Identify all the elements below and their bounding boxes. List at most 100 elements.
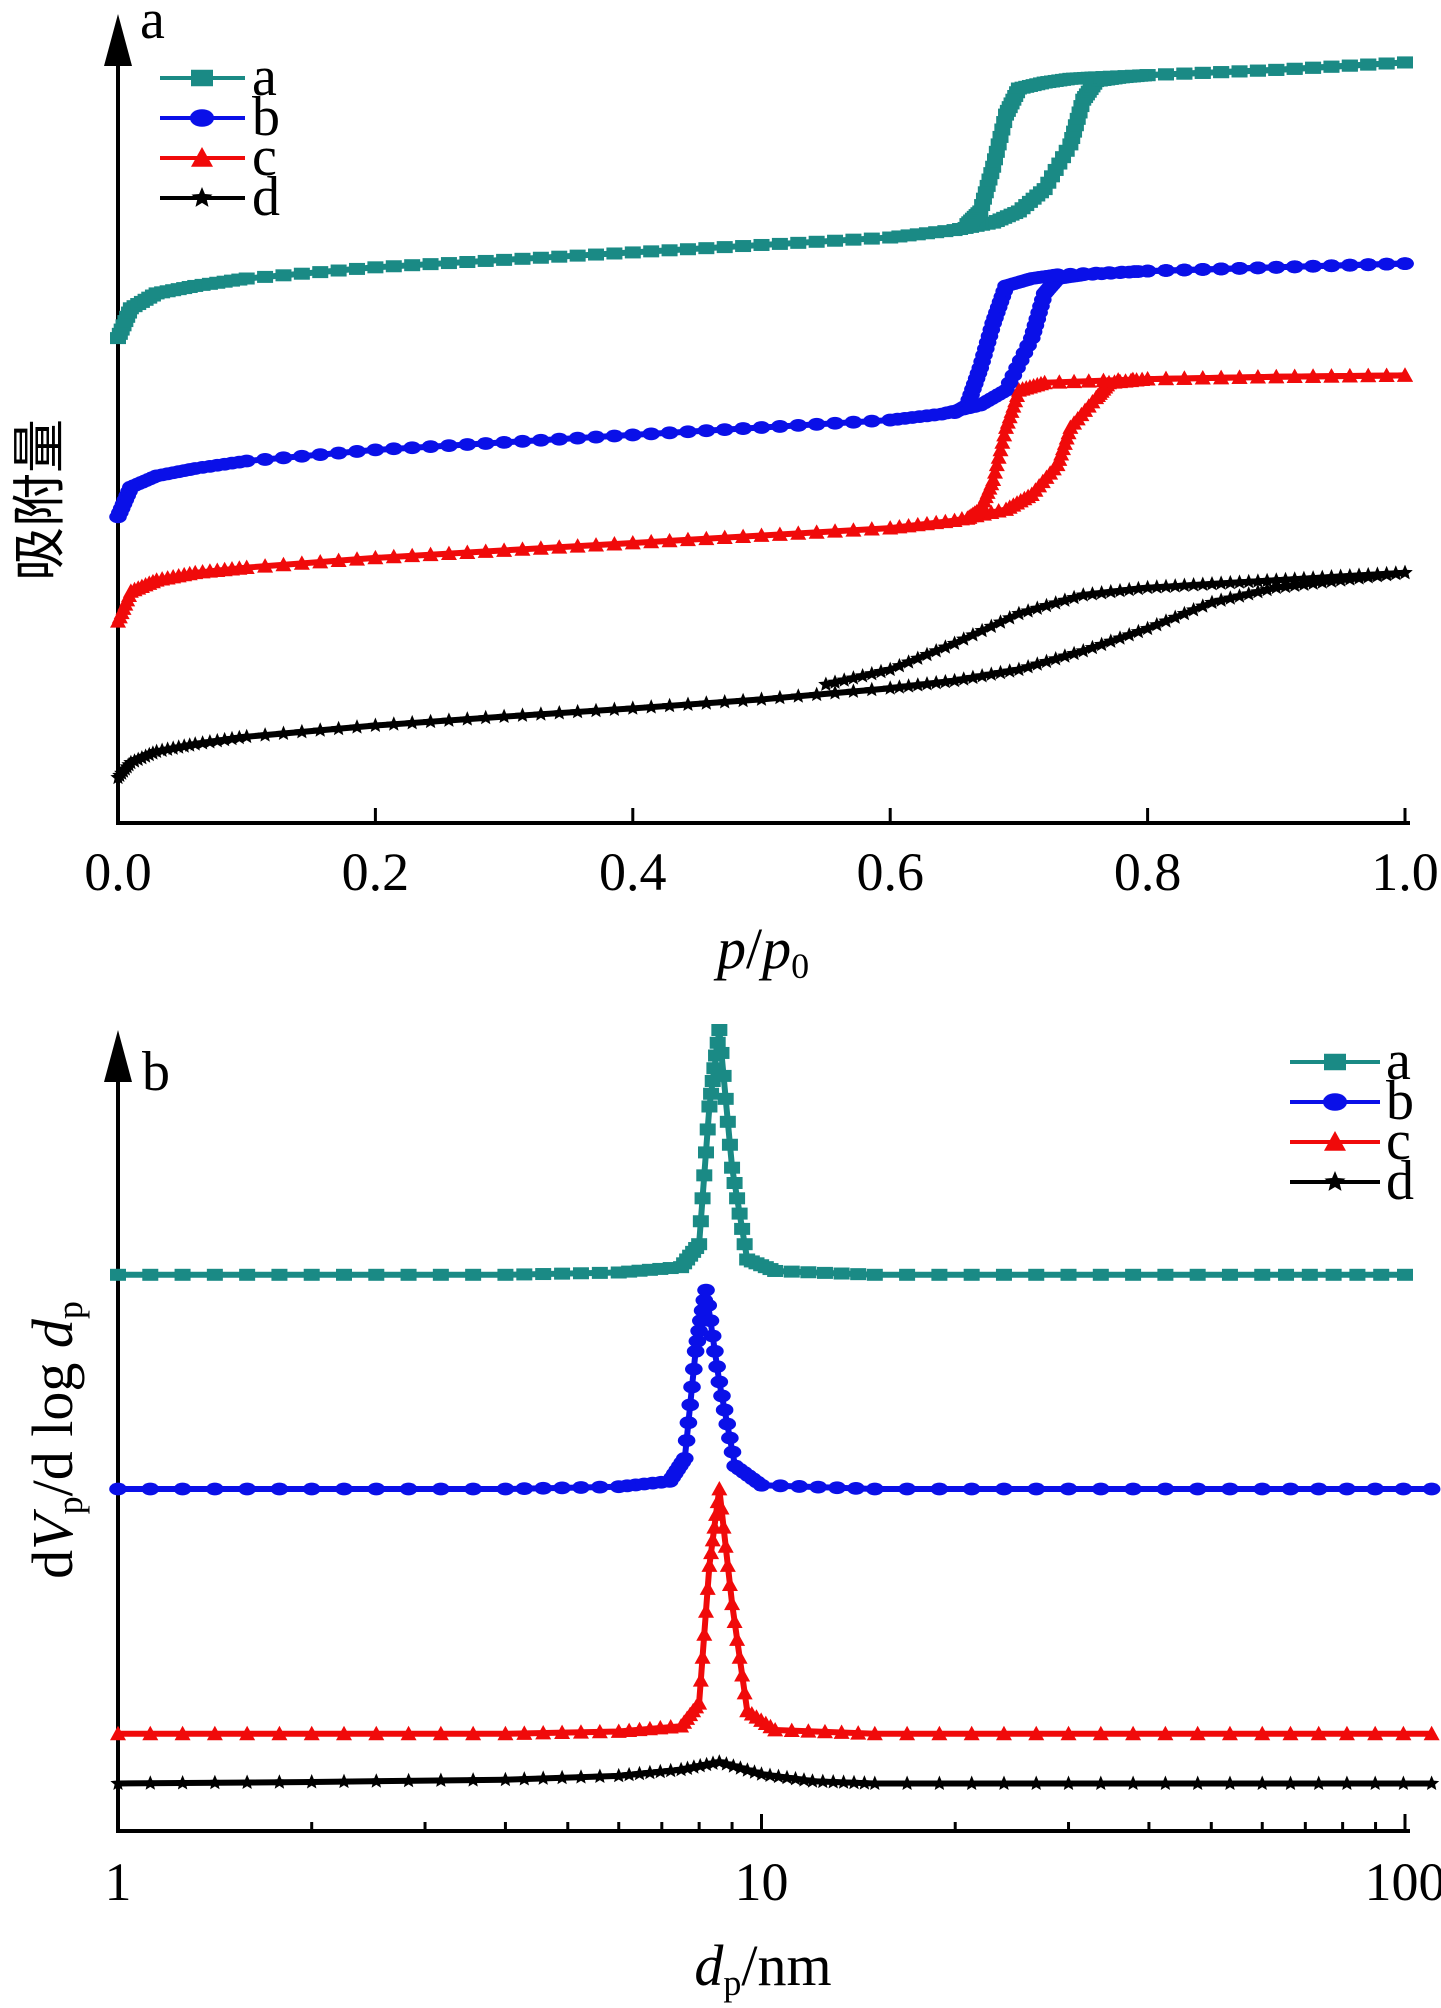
panel-a-b-point (752, 421, 771, 434)
panel-a-b-point (587, 430, 605, 444)
panel-a-d-point (496, 708, 512, 723)
panel-a-d-point (1140, 620, 1156, 636)
panel-b-c-point (800, 1723, 817, 1738)
panel-b-c-point (726, 1613, 743, 1628)
panel-b-d-point (964, 1775, 980, 1790)
panel-a-legend-label-a: a (252, 46, 277, 108)
panel-a-d-point (1397, 564, 1413, 580)
panel-b-b-point (828, 1481, 846, 1495)
panel-b-d-point (239, 1774, 255, 1789)
panel-a-a-point (735, 240, 752, 253)
panel-a-d-point (1287, 571, 1303, 586)
panel-a-a-point (588, 248, 605, 261)
panel-b-c-point (767, 1721, 784, 1737)
panel-a-c-point (994, 434, 1011, 449)
panel-b-d-point (1157, 1775, 1173, 1790)
panel-b-b-point (790, 1480, 809, 1493)
panel-b-b-point (713, 1389, 731, 1403)
panel-b-a-point (736, 1238, 753, 1251)
panel-b-x-tick-label: 100 (1365, 1852, 1441, 1912)
panel-b-d-point (825, 1774, 841, 1789)
panel-a-a-point (716, 241, 733, 254)
panel-a-b-point (237, 454, 256, 468)
panel-b-d-point (175, 1775, 191, 1790)
panel-a-c-point (1051, 374, 1068, 389)
panel-a-d-point (1305, 570, 1321, 585)
panel-a-b-point (513, 434, 532, 448)
panel-b-x-label-d: d (694, 1933, 724, 1998)
panel-b-c-point (1157, 1725, 1174, 1741)
panel-a-b-point (366, 443, 385, 457)
panel-b-d-point (867, 1775, 883, 1790)
panel-a-d-point (459, 711, 475, 726)
panel-a-b-point (440, 439, 458, 452)
panel-b-d-point (1190, 1775, 1206, 1790)
panel-a-d-point (882, 680, 898, 695)
panel-b-c-point (719, 1557, 736, 1572)
panel-b-b-point (1124, 1482, 1142, 1496)
panel-b-a-point (719, 1115, 736, 1128)
panel-b-d-point (110, 1775, 126, 1790)
panel-a-d-point (1250, 573, 1266, 588)
panel-a-a-adsorption-line (115, 59, 1408, 342)
panel-a-c-point (998, 419, 1015, 434)
panel-a-d-point (312, 722, 328, 737)
panel-b-a-point (721, 1138, 738, 1151)
panel-a-d-point (1186, 602, 1202, 617)
panel-b-a-point (1397, 1268, 1413, 1281)
panel-a-c-point (992, 441, 1009, 457)
panel-a-d-point (1149, 616, 1165, 632)
panel-a-c-point (1249, 369, 1266, 384)
panel-b-c-point (717, 1538, 734, 1553)
panel-a-c-point (440, 545, 457, 561)
panel-a-d-point (1103, 633, 1119, 648)
panel-b-x-tick-label: 10 (735, 1852, 789, 1912)
panel-a-b-point (329, 446, 348, 460)
panel-a-d-point (294, 723, 310, 739)
panel-b-d-point (368, 1773, 384, 1788)
panel-b-y-axis-arrow (104, 1030, 132, 1082)
panel-a-b-point (1125, 265, 1144, 278)
panel-a-b-point (1322, 259, 1341, 273)
panel-b-x-label-sub: p (723, 1963, 741, 2003)
panel-a-d-point (818, 676, 834, 691)
panel-a-d-point (946, 672, 963, 688)
panel-b-c-point (591, 1723, 608, 1739)
panel-a-d-point (1277, 571, 1294, 587)
panel-a-c-point (1080, 373, 1097, 388)
panel-a-c-point (716, 529, 733, 545)
panel-a-c-point (1124, 371, 1141, 387)
panel-b-b-point (809, 1480, 827, 1494)
panel-b-d-point (621, 1766, 637, 1782)
panel-a-d-point (1259, 581, 1275, 597)
panel-b-a-point (1301, 1268, 1318, 1281)
panel-b-b-point (1221, 1482, 1239, 1496)
panel-a-a-point (808, 235, 825, 248)
panel-b-legend-label-c: c (1386, 1110, 1411, 1172)
panel-b-a-point (691, 1238, 708, 1251)
panel-b-c-point (696, 1626, 713, 1641)
panel-a-d-point (698, 695, 714, 710)
panel-a-d-point (514, 707, 531, 722)
panel-b-c-point (206, 1725, 223, 1741)
panel-a-x-tick-label: 0.4 (599, 842, 667, 902)
panel-a-d-point (772, 689, 788, 705)
panel-b-a-point (816, 1266, 833, 1279)
panel-b-series (109, 1024, 1441, 1790)
panel-a-d-point (983, 666, 999, 681)
panel-a-d-point (910, 677, 926, 692)
panel-a-d-point (1222, 574, 1238, 590)
panel-b-c-point (1060, 1725, 1077, 1741)
panel-a-a-point (385, 260, 402, 273)
panel-b-c-point (1254, 1725, 1271, 1741)
panel-b-d-point (796, 1772, 812, 1787)
panel-a-a-point (1323, 60, 1340, 73)
panel-a-c-point (1110, 372, 1127, 387)
panel-b-b-point (367, 1482, 386, 1496)
panel-a-c-point (1397, 367, 1413, 382)
panel-a-d-point (1075, 587, 1091, 602)
panel-a-legend-label-d: d (252, 166, 280, 228)
panel-b-a-point (1157, 1268, 1174, 1281)
panel-a-d-point (1020, 659, 1036, 674)
